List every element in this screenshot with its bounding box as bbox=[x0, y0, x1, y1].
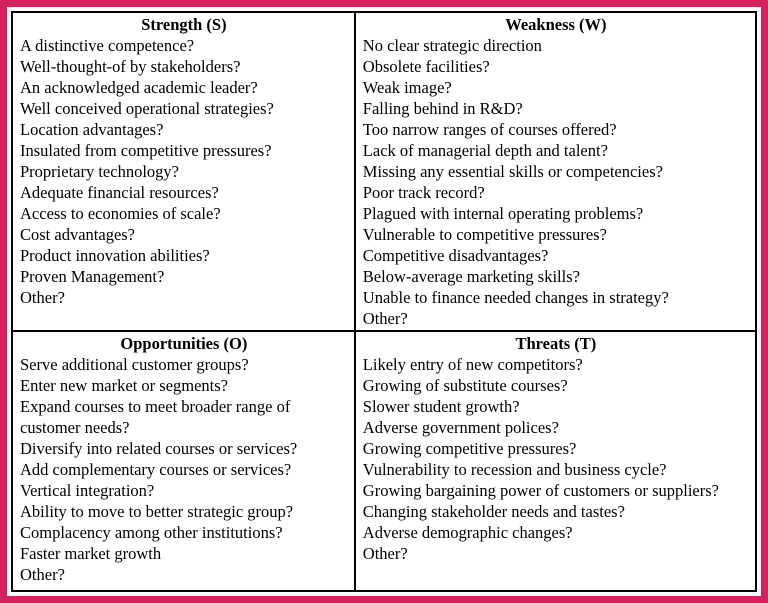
list-item: Growing bargaining power of customers or… bbox=[362, 481, 719, 500]
list-item: Growing of substitute courses? bbox=[362, 376, 568, 395]
list-item: Slower student growth? bbox=[362, 397, 520, 416]
list-item: Competitive disadvantages? bbox=[362, 246, 549, 265]
list-item: Serve additional customer groups? bbox=[20, 355, 249, 374]
list-item: No clear strategic direction bbox=[362, 36, 542, 55]
list-item: Complacency among other institutions? bbox=[20, 523, 283, 542]
opportunities-header: Opportunities (O) bbox=[120, 334, 248, 353]
list-item: Too narrow ranges of courses offered? bbox=[362, 120, 617, 139]
list-item: Adequate financial resources? bbox=[20, 183, 219, 202]
list-item: Well conceived operational strategies? bbox=[20, 99, 274, 118]
strength-items: A distinctive competence? Well-thought-of… bbox=[20, 35, 348, 308]
list-item: Other? bbox=[20, 565, 65, 584]
list-item: Other? bbox=[362, 544, 408, 563]
list-item: Plagued with internal operating problems… bbox=[362, 204, 644, 223]
list-item: Proprietary technology? bbox=[20, 162, 179, 181]
opportunities-items: Serve additional customer groups? Enter n… bbox=[20, 354, 348, 585]
threats-header: Threats (T) bbox=[515, 334, 597, 353]
list-item: Location advantages? bbox=[20, 120, 164, 139]
list-item: Faster market growth bbox=[20, 544, 162, 563]
list-item: Vulnerability to recession and business … bbox=[362, 460, 667, 479]
threats-items: Likely entry of new competitors? Growing … bbox=[363, 354, 749, 564]
list-item: Ability to move to better strategic grou… bbox=[20, 502, 294, 521]
list-item: Proven Management? bbox=[20, 267, 165, 286]
list-item: Diversify into related courses or servic… bbox=[20, 439, 298, 458]
list-item: Enter new market or segments? bbox=[20, 376, 229, 395]
list-item: Other? bbox=[20, 288, 65, 307]
quadrant-weakness: Weakness (W) No clear strategic directio… bbox=[355, 13, 755, 332]
list-item: Lack of managerial depth and talent? bbox=[362, 141, 608, 160]
list-item: Adverse government polices? bbox=[362, 418, 559, 437]
list-item: Unable to finance needed changes in stra… bbox=[362, 288, 669, 307]
list-item: Adverse demographic changes? bbox=[362, 523, 573, 542]
list-item: Growing competitive pressures? bbox=[362, 439, 577, 458]
list-item: Vulnerable to competitive pressures? bbox=[362, 225, 607, 244]
list-item: Expand courses to meet broader range of … bbox=[20, 397, 291, 437]
quadrant-threats: Threats (T) Likely entry of new competit… bbox=[356, 332, 755, 590]
list-item: Poor track record? bbox=[362, 183, 485, 202]
list-item: Likely entry of new competitors? bbox=[362, 355, 583, 374]
list-item: Access to economies of scale? bbox=[20, 204, 221, 223]
list-item: Vertical integration? bbox=[20, 481, 155, 500]
list-item: Insulated from competitive pressures? bbox=[20, 141, 272, 160]
quadrant-opportunities: Opportunities (O) Serve additional custo… bbox=[13, 332, 356, 590]
list-item: Falling behind in R&D? bbox=[362, 99, 523, 118]
list-item: Other? bbox=[362, 309, 408, 328]
list-item: Below-average marketing skills? bbox=[362, 267, 580, 286]
list-item: Missing any essential skills or competen… bbox=[362, 162, 663, 181]
swot-table: Strength (S) A distinctive competence? We… bbox=[11, 11, 757, 592]
list-item: Changing stakeholder needs and tastes? bbox=[362, 502, 625, 521]
weakness-header: Weakness (W) bbox=[505, 15, 607, 34]
list-item: Cost advantages? bbox=[20, 225, 136, 244]
quadrant-strength: Strength (S) A distinctive competence? We… bbox=[13, 13, 356, 332]
list-item: An acknowledged academic leader? bbox=[20, 78, 258, 97]
list-item: Add complementary courses or services? bbox=[20, 460, 292, 479]
list-item: A distinctive competence? bbox=[20, 36, 195, 55]
weakness-items: No clear strategic direction Obsolete fac… bbox=[363, 35, 749, 329]
list-item: Obsolete facilities? bbox=[362, 57, 490, 76]
strength-header: Strength (S) bbox=[141, 15, 227, 34]
list-item: Product innovation abilities? bbox=[20, 246, 210, 265]
list-item: Well-thought-of by stakeholders? bbox=[20, 57, 241, 76]
list-item: Weak image? bbox=[362, 78, 452, 97]
